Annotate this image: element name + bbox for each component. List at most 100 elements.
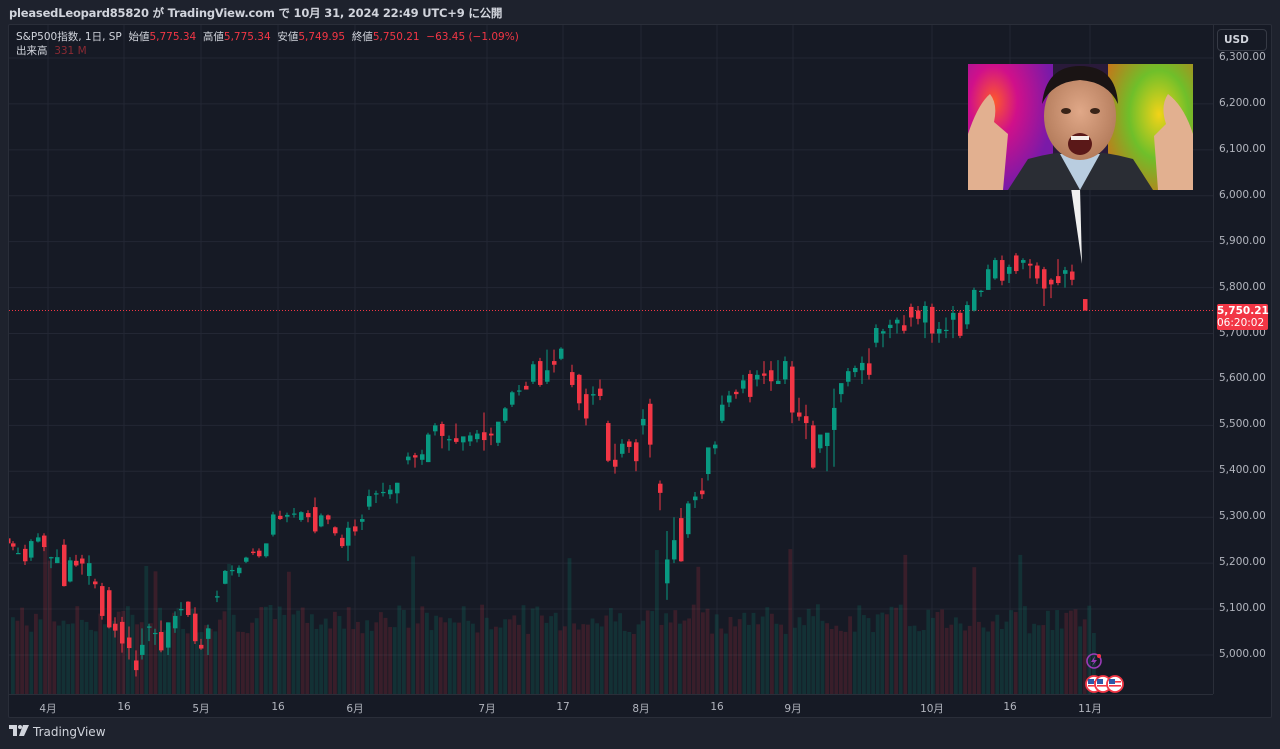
candle — [881, 331, 886, 334]
candle — [166, 622, 171, 648]
price-tick-label: 5,800.00 — [1219, 280, 1266, 293]
time-tick-label: 6月 — [346, 703, 364, 715]
candle — [16, 553, 21, 555]
time-axis[interactable]: 4月 16 5月 16 6月 7月 17 8月 16 9月 10月 16 11月 — [9, 694, 1213, 717]
publish-header: pleasedLeopard85820 が TradingView.com で … — [0, 0, 1280, 24]
candle — [223, 570, 228, 584]
candle — [153, 632, 158, 635]
time-tick-label: 16 — [117, 701, 131, 713]
annotation-image[interactable] — [968, 64, 1193, 190]
candle — [367, 496, 372, 507]
candle — [11, 543, 16, 547]
legend-symbol[interactable]: S&P500指数, 1日, SP — [16, 31, 122, 43]
candle — [49, 557, 54, 559]
candle — [80, 558, 85, 564]
candle — [36, 537, 41, 542]
candle — [340, 537, 345, 547]
candle — [598, 388, 603, 396]
candle — [818, 434, 823, 449]
candle — [475, 433, 480, 440]
candle — [1028, 263, 1033, 266]
chart-events — [1083, 653, 1139, 697]
candle — [199, 644, 204, 649]
candle — [591, 394, 596, 396]
price-plot[interactable] — [9, 25, 1213, 702]
time-tick-label: 16 — [1003, 701, 1017, 713]
candle — [313, 507, 318, 532]
candle — [634, 442, 639, 462]
time-tick-label: 17 — [556, 701, 570, 713]
candle — [944, 329, 949, 332]
candle — [193, 613, 198, 642]
price-tick-label: 5,600.00 — [1219, 372, 1266, 385]
candle — [55, 557, 60, 564]
price-axis[interactable]: 6,300.00 6,200.00 6,100.00 6,000.00 5,900.00… — [1213, 25, 1271, 694]
candle — [972, 289, 977, 311]
candle — [62, 544, 67, 587]
candle — [1063, 270, 1068, 274]
candle — [23, 548, 28, 562]
candle — [1042, 269, 1047, 289]
candle — [489, 433, 494, 436]
candle — [147, 626, 152, 628]
candle — [257, 550, 262, 557]
candle — [1000, 260, 1005, 281]
candle — [68, 560, 73, 582]
candle — [1083, 299, 1088, 311]
candle — [706, 447, 711, 475]
candle — [606, 423, 611, 461]
candle — [496, 421, 501, 443]
price-tick-label: 5,000.00 — [1219, 647, 1266, 660]
price-tick-label: 5,200.00 — [1219, 556, 1266, 569]
candle — [860, 362, 865, 371]
chart-frame[interactable]: S&P500指数, 1日, SP 始値5,775.34 高値5,775.34 安… — [8, 24, 1272, 718]
legend-open-value: 5,775.34 — [149, 31, 197, 43]
candle — [613, 459, 618, 467]
candle — [769, 370, 774, 382]
footer-brand[interactable]: TradingView — [33, 725, 106, 739]
time-tick-label: 10月 — [920, 703, 944, 715]
candle — [832, 407, 837, 430]
candle — [1049, 279, 1054, 285]
candle — [825, 432, 830, 447]
legend-close-label: 終値 — [351, 31, 373, 43]
candle — [306, 513, 311, 518]
candle — [113, 623, 118, 631]
candle — [658, 483, 663, 493]
candle — [468, 435, 473, 442]
legend-low-label: 安値 — [277, 31, 299, 43]
candle — [648, 403, 653, 445]
candle — [353, 526, 358, 532]
currency-button[interactable]: USD — [1217, 29, 1267, 51]
candle — [517, 390, 522, 392]
candle — [584, 394, 589, 419]
candle — [395, 482, 400, 494]
candle — [381, 491, 386, 494]
candle — [641, 418, 646, 426]
candle — [577, 374, 582, 404]
legend-volume-label[interactable]: 出来高 — [16, 45, 48, 57]
candle — [42, 535, 47, 548]
shocked-man-image — [968, 64, 1193, 190]
candle — [965, 305, 970, 325]
last-price-value: 5,750.21 — [1217, 305, 1269, 317]
candle — [440, 423, 445, 436]
candle — [951, 312, 956, 320]
candle — [923, 305, 928, 323]
candle — [503, 408, 508, 421]
candle — [524, 385, 529, 390]
candle — [406, 456, 411, 461]
price-tick-label: 6,000.00 — [1219, 188, 1266, 201]
candle — [804, 416, 809, 424]
candle — [127, 637, 132, 649]
price-tick-label: 6,200.00 — [1219, 96, 1266, 109]
candle — [693, 496, 698, 501]
candle — [9, 538, 11, 544]
candle — [433, 425, 438, 432]
us-flag-event-icon[interactable] — [1106, 675, 1124, 693]
lightning-event-icon[interactable] — [1086, 653, 1102, 669]
candle — [570, 372, 575, 385]
legend-close-value: 5,750.21 — [372, 31, 420, 43]
candlestick-chart[interactable] — [9, 25, 1213, 702]
legend-volume-value: 331 M — [54, 45, 87, 57]
